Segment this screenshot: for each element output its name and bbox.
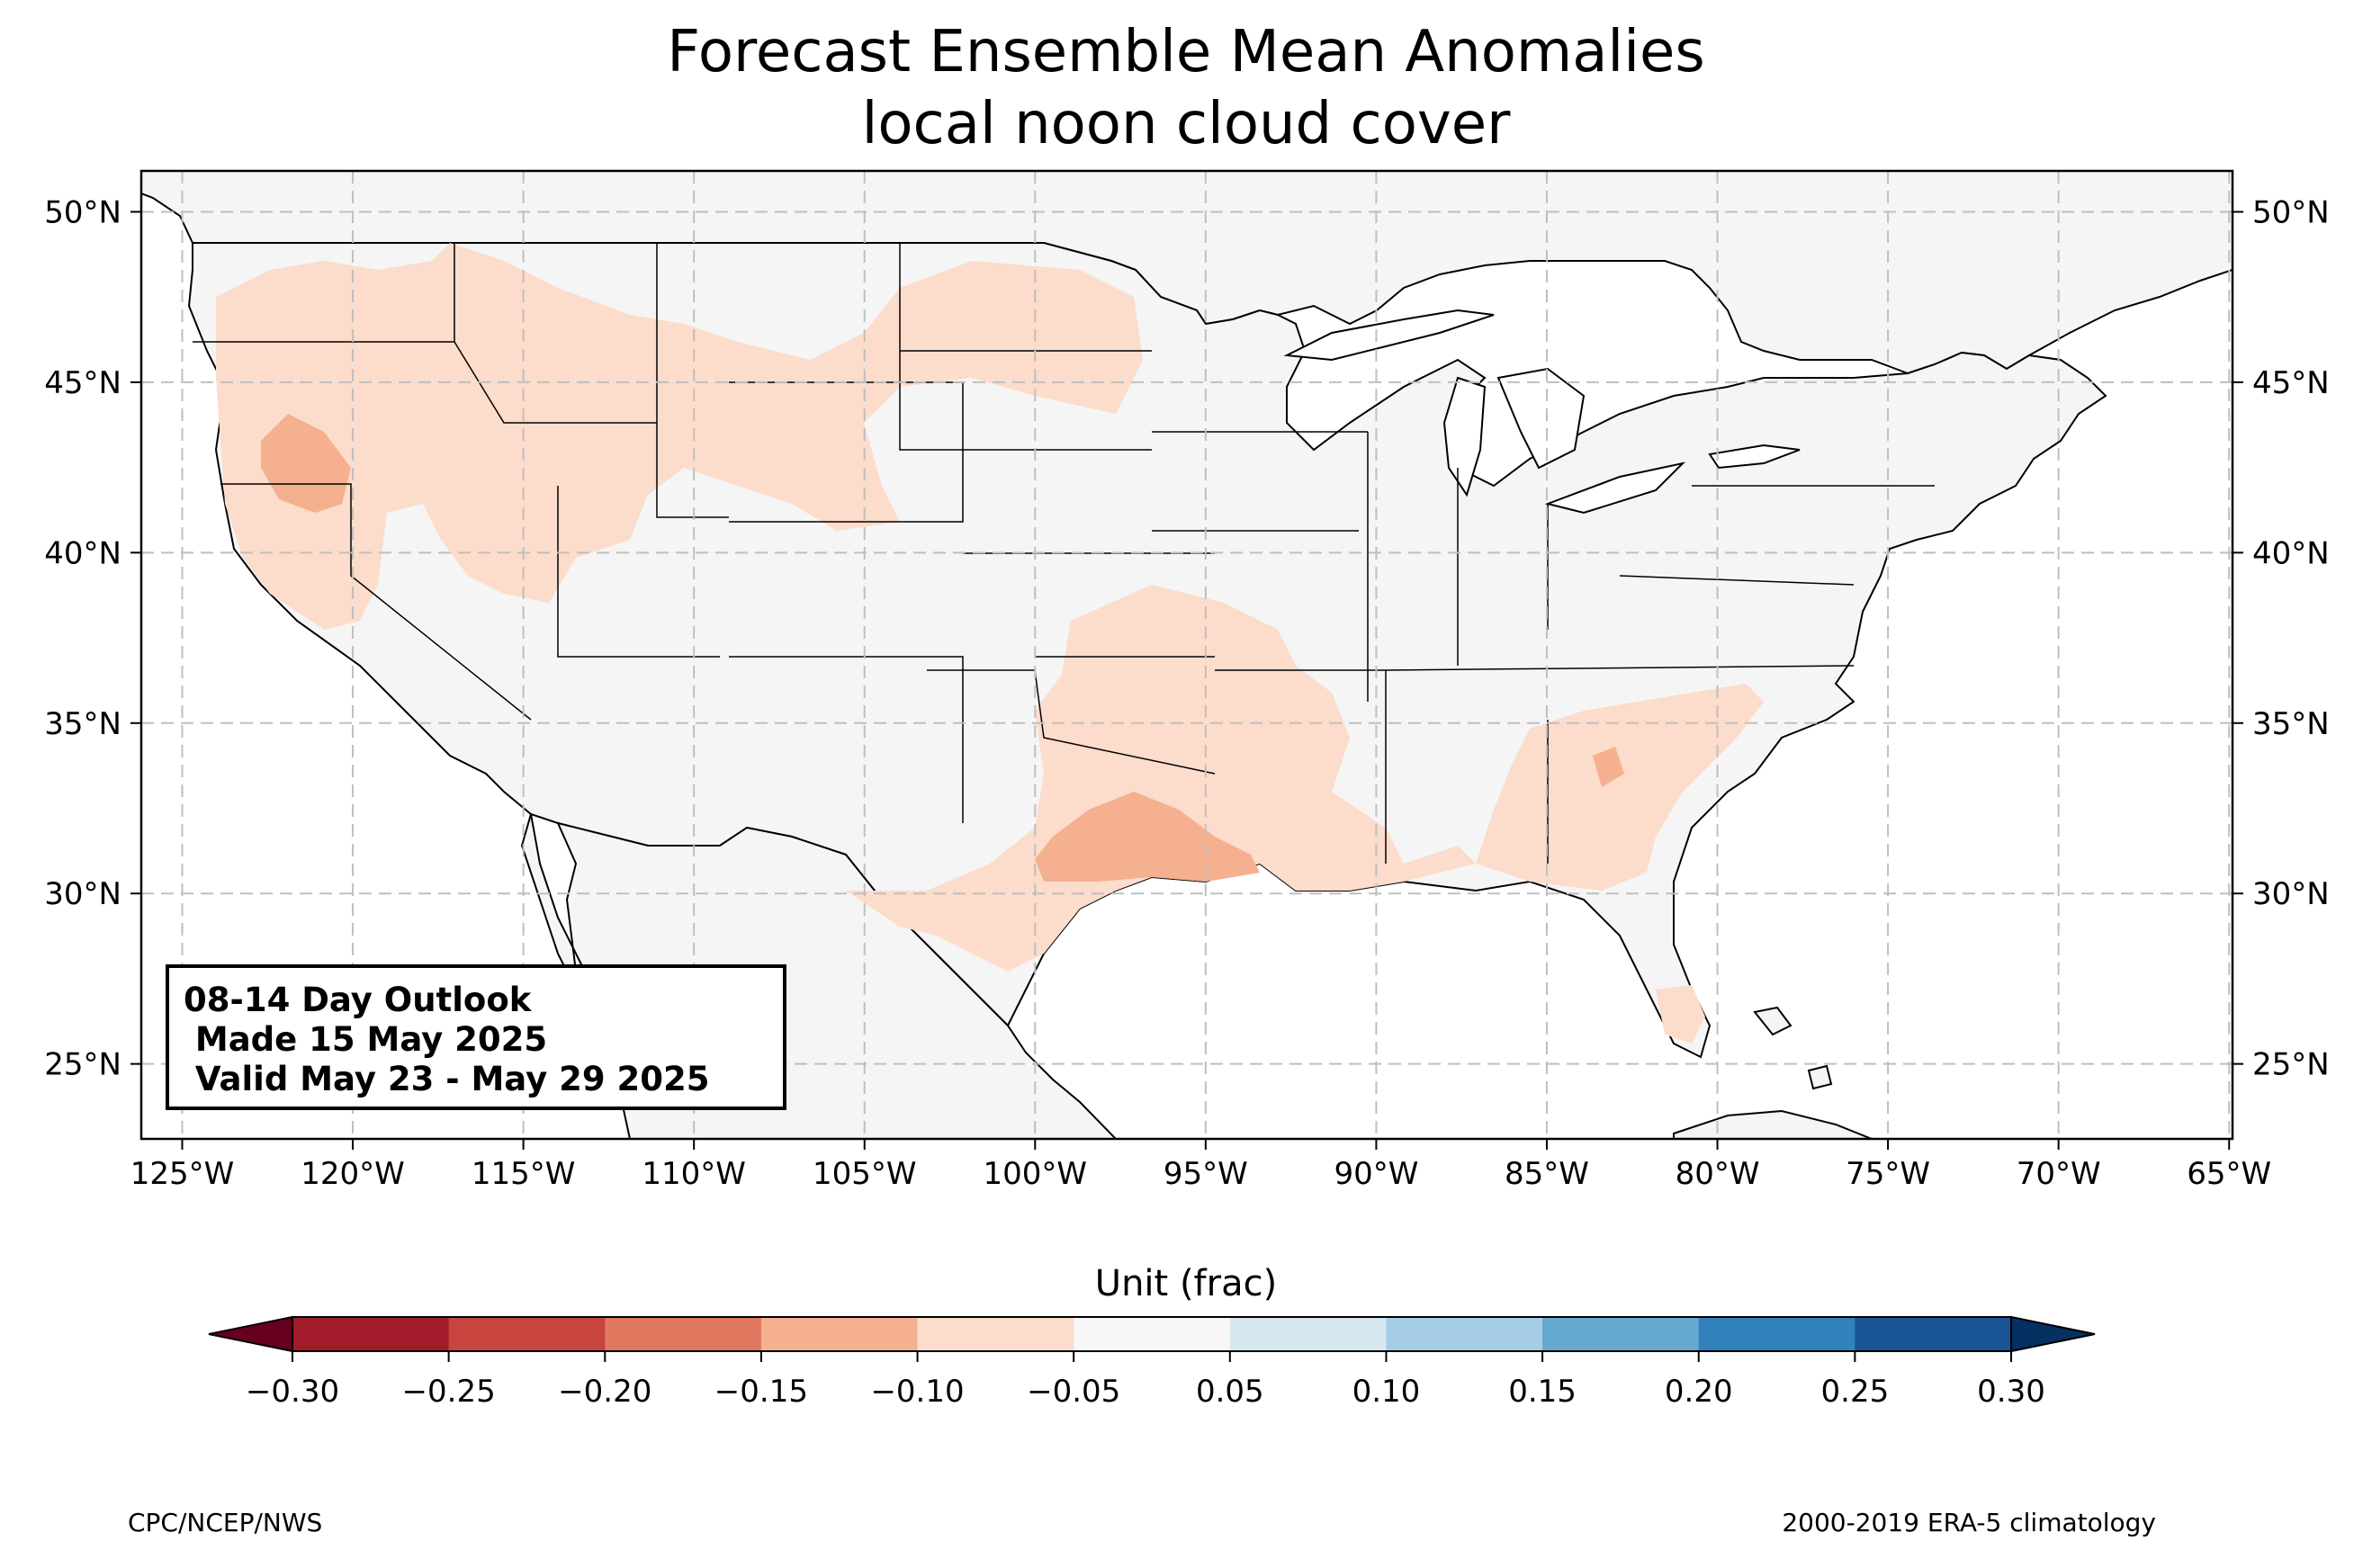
colorbar-frame: [292, 1316, 2012, 1352]
colorbar-segment: [1229, 1317, 1387, 1351]
tick-label-lat-right: 35°N: [2252, 706, 2330, 742]
tick-label-lon: 110°W: [642, 1156, 746, 1192]
colorbar-label: Unit (frac): [1094, 1263, 1278, 1304]
outlook-info-box: 08-14 Day Outlook Made 15 May 2025 Valid…: [166, 964, 786, 1110]
bahamas-island-2: [1807, 1064, 1833, 1090]
boundary-dakotas: [899, 243, 1152, 451]
anomaly-nw-core: [261, 414, 351, 513]
anomaly-florida: [1656, 985, 1705, 1044]
map-title: Forecast Ensemble Mean Anomalies: [667, 19, 1705, 85]
outlook-made-date: Made 15 May 2025: [184, 1020, 548, 1059]
outlook-valid-range: Valid May 23 - May 29 2025: [184, 1060, 710, 1098]
anomaly-northwest: [216, 243, 1143, 630]
tick-label-lon: 85°W: [1505, 1156, 1589, 1192]
colorbar-under-arrow: [208, 1315, 293, 1353]
tick-label-lat-left: 40°N: [44, 535, 121, 571]
tick-label-lat-right: 25°N: [2252, 1047, 2330, 1083]
lake-ontario: [1708, 444, 1801, 470]
anomaly-south-central: [846, 585, 1476, 972]
map-frame: [139, 169, 2234, 1141]
tick-label-lat-right: 40°N: [2252, 535, 2330, 571]
outlook-period: 08-14 Day Outlook: [184, 981, 532, 1019]
colorbar-tick-label: −0.20: [558, 1374, 651, 1410]
tick-label-lon: 125°W: [130, 1156, 235, 1192]
tick-label-lon: 65°W: [2187, 1156, 2271, 1192]
lake-superior: [1283, 309, 1495, 362]
colorbar-segment: [1386, 1317, 1543, 1351]
tick-label-lat-left: 25°N: [44, 1047, 121, 1083]
lake-huron: [1496, 367, 1586, 470]
tick-label-lat-left: 35°N: [44, 706, 121, 742]
boundary-va-nc: [1619, 575, 1855, 586]
boundary-tn-ky: [1385, 665, 1855, 671]
tick-label-lat-right: 30°N: [2252, 876, 2330, 912]
tick-label-lon: 70°W: [2017, 1156, 2101, 1192]
colorbar-tick-label: 0.05: [1196, 1374, 1264, 1410]
colorbar-tick-label: −0.30: [246, 1374, 339, 1410]
colorbar-segment: [1074, 1317, 1231, 1351]
colorbar-tick-label: 0.10: [1352, 1374, 1421, 1410]
great-lakes: [1283, 309, 1801, 515]
tick-label-lon: 100°W: [984, 1156, 1088, 1192]
tick-label-lat-left: 30°N: [44, 876, 121, 912]
boundary-mt-wy: [656, 243, 729, 518]
colorbar-segment: [448, 1317, 606, 1351]
tick-label-lon: 120°W: [301, 1156, 405, 1192]
footer-source: CPC/NCEP/NWS: [128, 1508, 323, 1537]
footer-climatology: 2000-2019 ERA-5 climatology: [1782, 1508, 2156, 1537]
tick-label-lat-left: 45°N: [44, 365, 121, 401]
colorbar-tick-label: −0.10: [870, 1374, 964, 1410]
anomaly-georgia-core: [1593, 747, 1624, 787]
tick-label-lon: 105°W: [813, 1156, 917, 1192]
colorbar-tick-label: 0.15: [1508, 1374, 1577, 1410]
colorbar-tick-label: 0.25: [1821, 1374, 1890, 1410]
tick-label-lat-right: 50°N: [2252, 194, 2330, 230]
bahamas-island: [1753, 1006, 1792, 1036]
colorbar-tick-label: −0.15: [714, 1374, 808, 1410]
tick-label-lat-left: 50°N: [44, 194, 121, 230]
colorbar-segment: [1698, 1317, 1855, 1351]
tick-label-lon: 115°W: [472, 1156, 576, 1192]
boundary-texas: [927, 669, 1216, 775]
boundary-nv-ut: [557, 486, 720, 658]
colorbar-segment: [760, 1317, 919, 1351]
colorbar-tick-label: 0.20: [1665, 1374, 1733, 1410]
cuba-land: [1673, 1109, 1873, 1139]
anomaly-texas-core: [1035, 792, 1260, 882]
lake-erie: [1544, 461, 1686, 515]
colorbar-segment: [1855, 1317, 2012, 1351]
colorbar-segment: [292, 1317, 450, 1351]
map-subtitle: local noon cloud cover: [861, 91, 1511, 157]
lake-michigan: [1442, 376, 1487, 497]
map-axes: 125°W 120°W 115°W 110°W 105°W 100°W 95°W 90°W 85…: [44, 194, 2329, 1192]
colorbar-segment: [1542, 1317, 1700, 1351]
colorbar-segment: [605, 1317, 762, 1351]
colorbar-tick-label: 0.30: [1977, 1374, 2045, 1410]
colorbar-tick-label: −0.25: [402, 1374, 496, 1410]
colorbar: −0.30 −0.25 −0.20 −0.15 −0.10 −0.05 0.05 0.10 0.…: [208, 1315, 2096, 1410]
boundary-co-nm: [729, 656, 964, 823]
map-gridlines: [141, 171, 2233, 1139]
boundary-or-ca: [220, 483, 532, 721]
tick-label-lon: 95°W: [1164, 1156, 1248, 1192]
colorbar-tick-label: −0.05: [1027, 1374, 1120, 1410]
colorbar-segment: [917, 1317, 1074, 1351]
tick-label-lon: 80°W: [1676, 1156, 1760, 1192]
tick-label-lon: 75°W: [1846, 1156, 1930, 1192]
tick-label-lat-right: 45°N: [2252, 365, 2330, 401]
tick-label-lon: 90°W: [1334, 1156, 1418, 1192]
colorbar-over-arrow: [2010, 1315, 2096, 1353]
